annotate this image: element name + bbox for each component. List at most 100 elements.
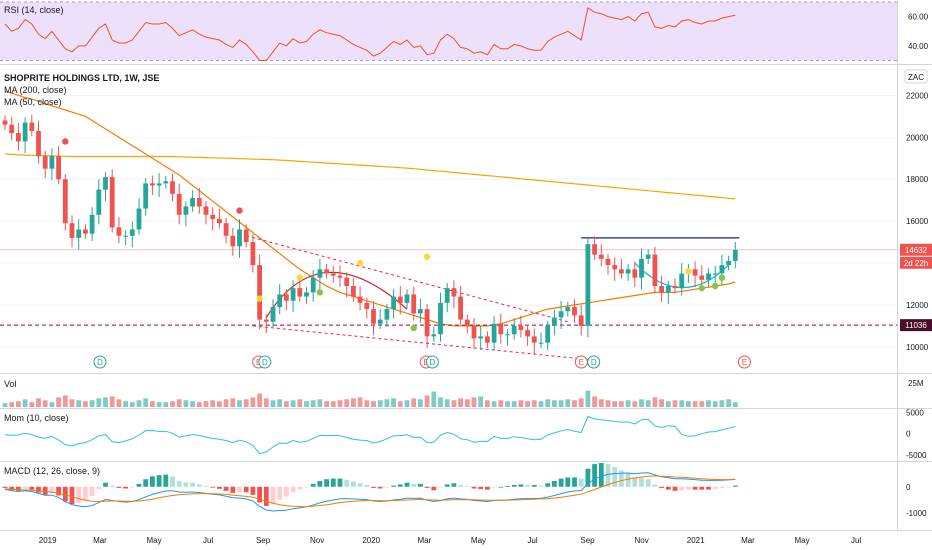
macd-histogram-bar xyxy=(592,464,597,487)
macd-histogram-bar xyxy=(9,486,15,491)
candle-body xyxy=(418,309,423,314)
candle-body xyxy=(391,296,396,310)
volume-bar xyxy=(558,400,564,407)
volume-bar xyxy=(116,399,122,407)
currency-badge: ZAC xyxy=(904,69,928,84)
time-tick-label: May xyxy=(794,536,809,545)
event-marker xyxy=(737,355,751,369)
volume-bar xyxy=(565,399,571,407)
candle-body xyxy=(22,122,28,142)
macd-histogram-bar xyxy=(263,486,269,506)
volume-bar xyxy=(263,398,269,407)
event-letter: D xyxy=(262,358,268,367)
last-price-value: 14632 xyxy=(905,246,928,255)
candle-body xyxy=(377,319,383,324)
time-tick-label: May xyxy=(471,536,486,545)
macd-histogram-bar xyxy=(531,485,537,487)
event-letter: D xyxy=(97,358,103,367)
macd-histogram-bar xyxy=(712,486,718,490)
macd-histogram-bar xyxy=(250,486,256,495)
volume-bar xyxy=(552,400,557,407)
volume-bar xyxy=(391,398,396,407)
lower-trend-line[interactable] xyxy=(252,325,588,360)
candle-body xyxy=(659,286,664,293)
volume-bar xyxy=(418,399,423,407)
macd-histogram-bar xyxy=(217,486,222,489)
event-marker xyxy=(258,355,272,369)
candle-body xyxy=(69,223,75,238)
macd-histogram-bar xyxy=(89,486,95,497)
volume-bar xyxy=(377,400,383,407)
candle-body xyxy=(136,208,142,230)
macd-label: MACD (12, 26, close, 9) xyxy=(4,466,100,476)
macd-histogram-bar xyxy=(431,486,437,491)
macd-histogram-bar xyxy=(83,486,88,502)
volume-bar xyxy=(719,400,725,407)
macd-histogram-bar xyxy=(344,479,350,487)
time-axis[interactable]: 2019 Mar May Jul Sep Nov 2020 Mar May Jul Sep Nov 20… xyxy=(39,536,862,545)
rsi-label: RSI (14, close) xyxy=(4,5,64,15)
volume-bar xyxy=(371,401,376,407)
candle-body xyxy=(719,265,725,274)
macd-histogram-bar xyxy=(418,483,423,487)
macd-histogram-bar xyxy=(364,485,370,487)
volume-bar xyxy=(424,395,430,407)
signal-dot xyxy=(423,253,431,260)
macd-tick-label: 0 xyxy=(906,483,911,492)
macd-histogram-bar xyxy=(351,481,356,487)
macd-histogram-bar xyxy=(384,486,390,488)
candle-body xyxy=(612,265,618,270)
macd-histogram-bar xyxy=(699,486,705,490)
macd-histogram-bar xyxy=(150,476,155,487)
macd-pane: MACD (12, 26, close, 9) 0 -1000 xyxy=(2,462,927,518)
signal-dot xyxy=(316,289,324,296)
volume-bar xyxy=(625,400,631,407)
macd-histogram-bar xyxy=(290,486,296,492)
candle-body xyxy=(444,288,450,303)
rsi-tick-label: 60.00 xyxy=(908,13,929,22)
macd-histogram-bar xyxy=(639,478,644,487)
candle-body xyxy=(639,258,644,278)
rsi-pane: RSI (14, close) 40.00 60.00 xyxy=(0,1,929,61)
candle-body xyxy=(36,130,41,157)
upper-trend-line[interactable] xyxy=(246,235,568,323)
macd-histogram-bar xyxy=(491,486,497,488)
macd-histogram-bar xyxy=(625,473,631,487)
countdown-value: 2d 22h xyxy=(904,259,928,268)
time-tick-label: Jul xyxy=(851,536,861,545)
macd-histogram-bar xyxy=(136,483,142,487)
volume-bar xyxy=(9,402,15,407)
candle-body xyxy=(304,292,309,297)
candle-body xyxy=(485,336,490,343)
volume-bar xyxy=(364,400,370,407)
macd-histogram-bar xyxy=(578,478,584,487)
volume-bar xyxy=(351,398,356,407)
macd-histogram-bar xyxy=(22,486,28,489)
signal-dot xyxy=(236,207,243,214)
macd-histogram-bar xyxy=(109,485,115,487)
volume-bar xyxy=(438,397,443,407)
volume-bar xyxy=(384,399,390,407)
macd-histogram-bar xyxy=(511,485,517,487)
macd-histogram-bar xyxy=(732,485,738,487)
volume-bar xyxy=(538,401,544,407)
event-letter: D xyxy=(429,358,435,367)
volume-bar xyxy=(451,400,457,407)
volume-bar xyxy=(444,399,450,407)
candle-body xyxy=(538,342,544,344)
ma50-label: MA (50, close) xyxy=(4,97,62,107)
macd-histogram-bar xyxy=(196,484,202,487)
candle-body xyxy=(706,273,711,280)
time-tick-label: Jul xyxy=(203,536,213,545)
volume-bar xyxy=(56,397,61,407)
volume-bar xyxy=(344,399,350,407)
candle-body xyxy=(290,288,296,301)
candle-body xyxy=(310,277,316,293)
macd-histogram-bar xyxy=(598,462,604,487)
price-pane[interactable]: DEDEDEDE SHOPRITE HOLDINGS LTD, 1W, JSE … xyxy=(0,69,932,369)
symbol-title: SHOPRITE HOLDINGS LTD, 1W, JSE xyxy=(4,73,159,83)
volume-bar xyxy=(183,400,189,407)
volume-bar xyxy=(129,402,135,407)
mom-tick-label: 0 xyxy=(906,430,911,439)
